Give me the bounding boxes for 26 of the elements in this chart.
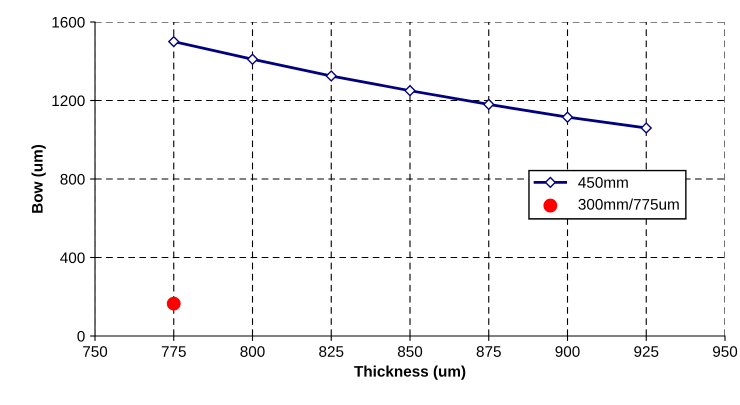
point [562, 112, 574, 123]
x-tick-label: 900 [555, 346, 580, 357]
x-tick-label: 950 [712, 346, 738, 357]
point [168, 36, 180, 48]
y-tick-label: 1600 [52, 16, 85, 28]
x-tick-label: 825 [319, 346, 344, 357]
x-tick-label: 875 [476, 346, 501, 357]
x-axis-title: Thickness (um) [354, 366, 466, 380]
x-tick-label: 775 [162, 346, 186, 357]
y-tick-label: 800 [60, 174, 85, 185]
legend-label: 450mm [578, 177, 628, 188]
y-tick-label: 400 [60, 252, 85, 264]
point [640, 122, 652, 134]
x-tick-label: 750 [83, 346, 108, 357]
y-tick-label: 0 [77, 330, 85, 342]
point [326, 70, 337, 82]
point [404, 85, 416, 96]
point [246, 54, 258, 65]
y-axis-title: Bow (um) [31, 144, 46, 213]
point [483, 98, 494, 110]
x-tick-label: 850 [398, 346, 422, 357]
point [166, 296, 181, 311]
legend-label: 300mm/775um [578, 198, 679, 210]
x-tick-label: 800 [240, 346, 265, 357]
x-tick-label: 925 [634, 346, 658, 357]
y-tick-label: 1200 [52, 95, 85, 106]
